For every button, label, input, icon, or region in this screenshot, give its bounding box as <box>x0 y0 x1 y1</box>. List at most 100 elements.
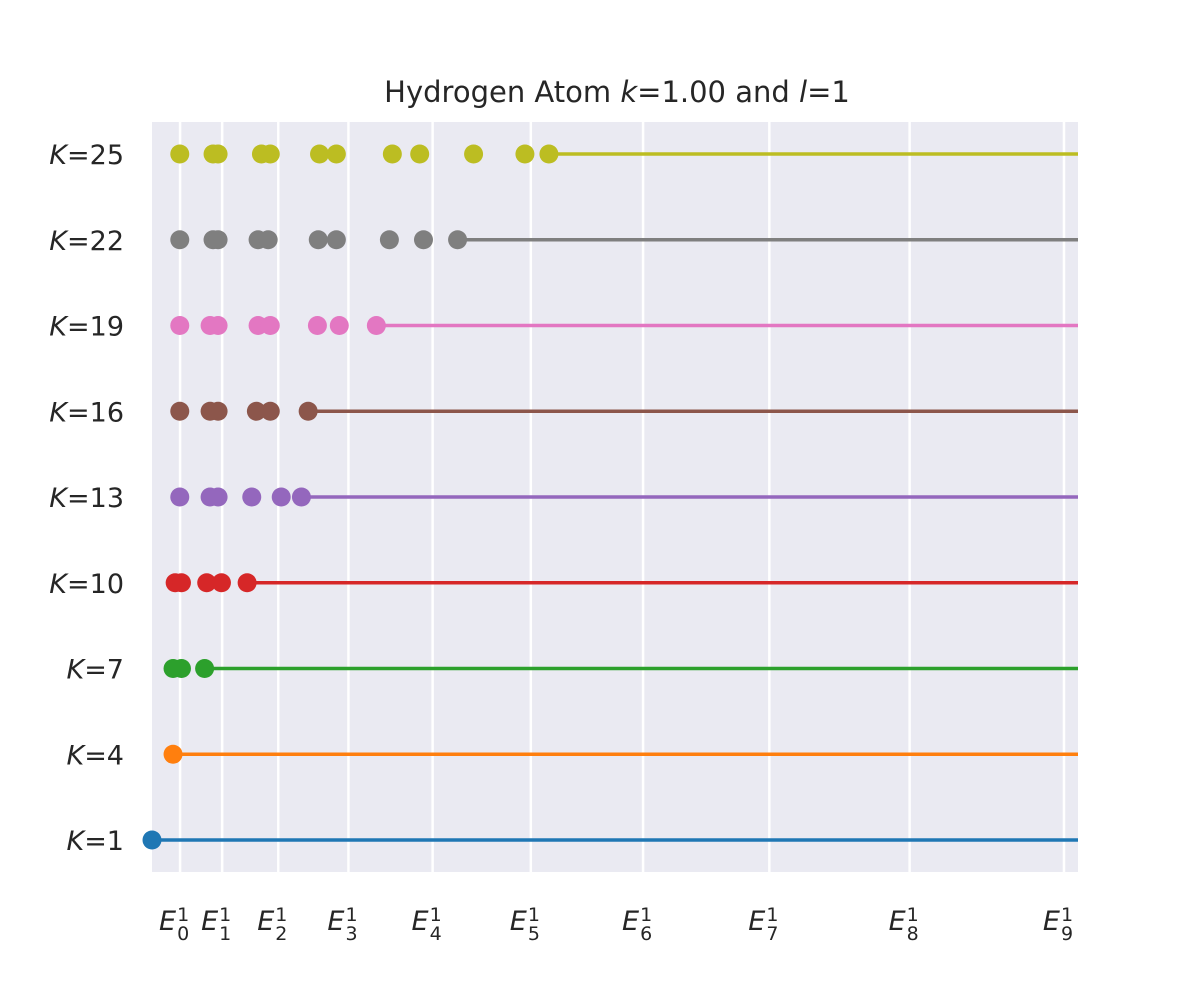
data-point <box>208 144 228 164</box>
y-tick-var: K <box>66 740 86 771</box>
y-tick-value: =16 <box>67 397 124 428</box>
y-tick-labels: K=1K=4K=7K=10K=13K=16K=19K=22K=25 <box>49 140 124 857</box>
data-point <box>310 144 330 164</box>
x-tick-base: E <box>257 906 274 937</box>
y-tick-value: =7 <box>84 655 124 686</box>
data-point <box>170 401 190 421</box>
data-point <box>448 230 468 250</box>
y-tick-var: K <box>49 312 69 343</box>
x-tick-base: E <box>622 906 639 937</box>
y-tick-label: K=10 <box>49 569 124 600</box>
data-point <box>291 487 311 507</box>
y-tick-value: =4 <box>84 740 124 771</box>
title-part: Hydrogen Atom <box>384 75 620 109</box>
y-tick-label: K=22 <box>49 226 124 257</box>
x-tick-sub: 1 <box>219 923 231 945</box>
y-tick-var: K <box>49 140 69 171</box>
data-point <box>326 144 346 164</box>
data-point <box>260 401 280 421</box>
x-tick-label: E 18 <box>889 904 919 945</box>
x-tick-sub: 2 <box>275 923 287 945</box>
y-tick-label: K=19 <box>49 312 124 343</box>
x-tick-sub: 4 <box>430 923 442 945</box>
x-tick-sup: 1 <box>1061 904 1073 926</box>
x-tick-sub: 5 <box>528 923 540 945</box>
x-tick-base: E <box>510 906 527 937</box>
data-point <box>464 144 484 164</box>
data-point <box>326 230 346 250</box>
x-tick-sub: 9 <box>1061 923 1073 945</box>
y-tick-var: K <box>66 655 86 686</box>
data-point <box>195 659 215 678</box>
data-point <box>171 573 191 593</box>
data-point <box>197 573 217 593</box>
x-tick-sub: 7 <box>766 923 778 945</box>
series-k19 <box>170 316 1078 335</box>
data-point <box>208 401 228 421</box>
x-tick-base: E <box>748 906 765 937</box>
x-tick-sub: 3 <box>345 923 357 945</box>
title-part: =1.00 and <box>637 75 799 109</box>
x-tick-sup: 1 <box>345 904 357 926</box>
y-tick-var: K <box>49 397 69 428</box>
x-tick-label: E 11 <box>201 904 231 945</box>
data-point <box>246 401 266 421</box>
data-point <box>170 487 190 507</box>
y-tick-value: =13 <box>67 483 124 514</box>
x-tick-label: E 19 <box>1043 904 1073 945</box>
y-tick-var: K <box>49 226 69 257</box>
data-point <box>515 144 535 164</box>
data-point <box>410 144 430 164</box>
x-tick-sub: 0 <box>177 923 189 945</box>
data-point <box>307 316 327 335</box>
data-point <box>170 144 190 164</box>
data-point <box>271 487 291 507</box>
x-tick-label: E 16 <box>622 904 652 945</box>
x-tick-base: E <box>159 906 176 937</box>
x-tick-label: E 13 <box>327 904 357 945</box>
chart-title: Hydrogen Atom k=1.00 and l=1 <box>384 75 850 109</box>
x-tick-sup: 1 <box>528 904 540 926</box>
series-k4 <box>163 744 1078 764</box>
x-tick-sup: 1 <box>430 904 442 926</box>
y-tick-label: K=13 <box>49 483 124 514</box>
title-part: k <box>620 75 638 109</box>
y-tick-label: K=25 <box>49 140 124 171</box>
data-point <box>260 144 280 164</box>
data-point <box>208 230 228 250</box>
x-tick-label: E 10 <box>159 904 189 945</box>
x-tick-label: E 12 <box>257 904 287 945</box>
series-k13 <box>170 487 1078 507</box>
series-k22 <box>170 230 1078 250</box>
data-point <box>211 573 231 593</box>
y-tick-value: =1 <box>84 826 124 857</box>
data-point <box>142 830 162 850</box>
x-tick-label: E 15 <box>510 904 540 945</box>
series-layer <box>142 144 1078 850</box>
y-tick-value: =25 <box>67 140 124 171</box>
x-tick-sup: 1 <box>766 904 778 926</box>
data-point <box>308 230 328 250</box>
data-point <box>237 573 257 593</box>
x-tick-sup: 1 <box>219 904 231 926</box>
y-tick-value: =10 <box>67 569 124 600</box>
x-tick-sup: 1 <box>907 904 919 926</box>
y-tick-value: =19 <box>67 312 124 343</box>
x-tick-base: E <box>327 906 344 937</box>
y-tick-label: K=16 <box>49 397 124 428</box>
data-point <box>258 230 278 250</box>
title-part: =1 <box>807 75 850 109</box>
y-tick-var: K <box>66 826 86 857</box>
series-k10 <box>165 573 1078 593</box>
x-tick-base: E <box>889 906 906 937</box>
y-tick-var: K <box>49 483 69 514</box>
x-tick-label: E 14 <box>412 904 442 945</box>
x-tick-sup: 1 <box>275 904 287 926</box>
x-tick-base: E <box>412 906 429 937</box>
data-point <box>208 487 228 507</box>
data-point <box>329 316 349 335</box>
x-tick-base: E <box>201 906 218 937</box>
title-part: l <box>799 75 807 109</box>
x-tick-sup: 1 <box>177 904 189 926</box>
